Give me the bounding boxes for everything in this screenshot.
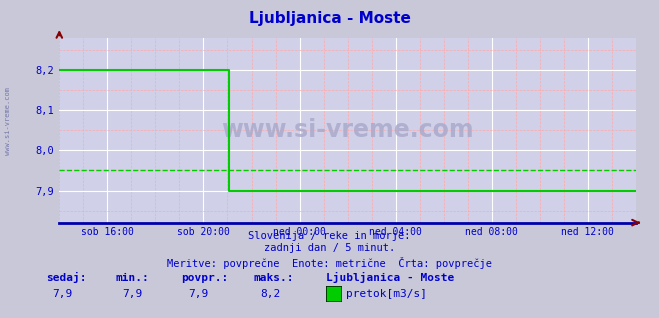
Text: povpr.:: povpr.:: [181, 273, 229, 283]
Text: Ljubljanica - Moste: Ljubljanica - Moste: [326, 273, 455, 283]
Text: maks.:: maks.:: [254, 273, 294, 283]
Text: pretok[m3/s]: pretok[m3/s]: [346, 289, 427, 299]
Text: 7,9: 7,9: [53, 289, 73, 299]
Text: 7,9: 7,9: [122, 289, 142, 299]
Text: zadnji dan / 5 minut.: zadnji dan / 5 minut.: [264, 243, 395, 253]
Text: Slovenija / reke in morje.: Slovenija / reke in morje.: [248, 231, 411, 240]
Text: 8,2: 8,2: [260, 289, 281, 299]
Text: www.si-vreme.com: www.si-vreme.com: [5, 87, 11, 155]
Text: Meritve: povprečne  Enote: metrične  Črta: povprečje: Meritve: povprečne Enote: metrične Črta:…: [167, 257, 492, 269]
Text: sedaj:: sedaj:: [46, 273, 86, 283]
Text: 7,9: 7,9: [188, 289, 208, 299]
Text: www.si-vreme.com: www.si-vreme.com: [221, 118, 474, 142]
Text: min.:: min.:: [115, 273, 149, 283]
Text: Ljubljanica - Moste: Ljubljanica - Moste: [248, 11, 411, 26]
